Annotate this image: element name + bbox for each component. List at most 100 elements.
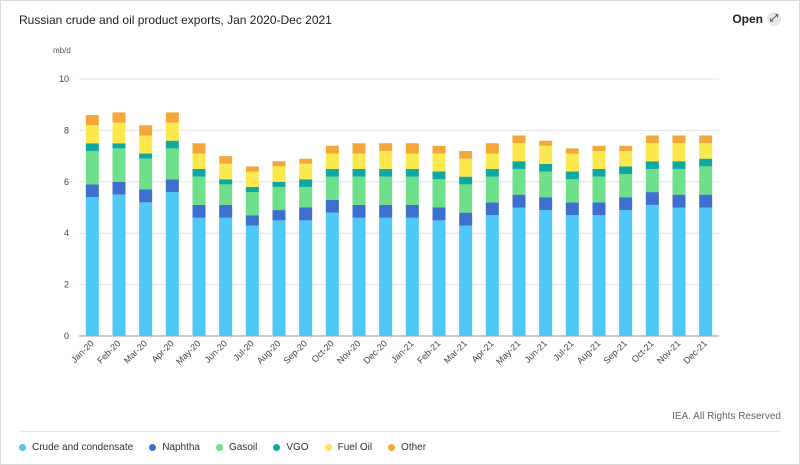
legend-label: Other <box>401 442 427 453</box>
bar-segment <box>619 210 633 336</box>
bar-segment <box>485 215 499 336</box>
bar-segment <box>405 153 419 169</box>
legend-item[interactable]: VGO <box>273 442 309 453</box>
bar-segment <box>192 176 206 205</box>
bar-segment <box>539 210 553 336</box>
bar-segment <box>219 217 233 336</box>
x-tick-label: Apr-20 <box>150 338 176 364</box>
chart-legend: Crude and condensate Naphtha Gasoil VGO Fuel… <box>19 442 442 453</box>
bar-segment <box>352 176 366 205</box>
bar-segment <box>299 207 313 221</box>
bar-segment <box>352 168 366 177</box>
bar-segment <box>139 202 153 336</box>
bar-segment <box>192 153 206 169</box>
bar-segment <box>192 217 206 336</box>
bar-segment <box>539 197 553 211</box>
legend-item[interactable]: Gasoil <box>216 442 257 453</box>
bar-segment <box>699 194 713 208</box>
x-tick-label: Jan-20 <box>69 338 96 365</box>
legend-label: Naphtha <box>162 442 200 453</box>
bar-segment <box>645 161 659 169</box>
bar-segment <box>645 135 659 144</box>
bar-segment <box>379 150 393 169</box>
legend-label: Crude and condensate <box>32 442 134 453</box>
bar-segment <box>432 220 446 336</box>
legend-item[interactable]: Fuel Oil <box>324 442 373 453</box>
bar-segment <box>672 135 686 144</box>
bar-segment <box>672 207 686 336</box>
legend-swatch <box>19 444 26 451</box>
x-tick-label: Mar-20 <box>122 338 149 365</box>
bar-segment <box>379 143 393 151</box>
bar-segment <box>432 153 446 172</box>
bar-segment <box>139 135 153 154</box>
bar-segment <box>459 184 473 213</box>
bar-segment <box>485 168 499 177</box>
bar-segment <box>139 158 153 190</box>
bar-segment <box>619 145 633 151</box>
bar-segment <box>379 204 393 218</box>
bar-segment <box>459 150 473 159</box>
y-axis-unit-label: mb/d <box>53 46 71 55</box>
legend-label: Fuel Oil <box>337 442 373 453</box>
x-tick-label: Apr-21 <box>470 338 496 364</box>
x-tick-label: Sep-20 <box>281 338 309 366</box>
bar-segment <box>272 186 286 211</box>
bar-segment <box>139 125 153 136</box>
bar-segment <box>485 176 499 203</box>
bar-segment <box>85 197 99 336</box>
expand-arrows-icon: ⤢ <box>767 12 781 26</box>
bar-segment <box>112 181 126 195</box>
bar-segment <box>299 186 313 208</box>
open-button[interactable]: Open ⤢ <box>732 12 781 26</box>
credit-text: IEA. All Rights Reserved <box>672 411 781 422</box>
bar-segment <box>672 143 686 162</box>
x-tick-label: Oct-21 <box>630 338 656 364</box>
x-tick-label: Aug-20 <box>255 338 283 366</box>
bar-segment <box>219 184 233 205</box>
bar-segment <box>405 176 419 205</box>
y-tick-label: 4 <box>64 228 69 238</box>
legend-item[interactable]: Crude and condensate <box>19 442 133 453</box>
bar-segment <box>592 202 606 216</box>
bar-segment <box>272 181 286 187</box>
bar-segment <box>379 217 393 336</box>
bar-segment <box>165 148 179 180</box>
bar-segment <box>219 204 233 218</box>
legend-label: VGO <box>286 442 309 453</box>
bar-segment <box>565 171 579 180</box>
x-tick-label: Nov-21 <box>655 338 683 366</box>
bar-segment <box>432 207 446 221</box>
bar-segment <box>85 114 99 126</box>
bar-segment <box>405 168 419 177</box>
open-label: Open <box>732 12 763 26</box>
legend-item[interactable]: Naphtha <box>149 442 200 453</box>
bar-segment <box>539 163 553 172</box>
bar-segment <box>565 153 579 172</box>
x-tick-label: Mar-21 <box>442 338 469 365</box>
bar-segment <box>485 202 499 216</box>
bar-segment <box>645 143 659 162</box>
bar-segment <box>85 143 99 151</box>
x-tick-label: Dec-21 <box>681 338 709 366</box>
x-tick-label: Feb-21 <box>415 338 442 365</box>
bar-segment <box>85 125 99 144</box>
bar-segment <box>512 143 526 162</box>
bar-segment <box>245 225 259 336</box>
y-tick-label: 2 <box>64 280 69 290</box>
bar-segment <box>432 145 446 154</box>
bar-segment <box>112 122 126 144</box>
bar-segment <box>699 143 713 159</box>
bar-segment <box>592 150 606 169</box>
x-tick-label: Feb-20 <box>95 338 122 365</box>
chart-title: Russian crude and oil product exports, J… <box>19 13 332 27</box>
bar-segment <box>539 140 553 146</box>
bar-segment <box>85 150 99 185</box>
bar-segment <box>219 163 233 180</box>
x-tick-label: Sep-21 <box>601 338 629 366</box>
x-tick-label: Nov-20 <box>335 338 363 366</box>
bar-segment <box>112 112 126 123</box>
legend-item[interactable]: Other <box>388 442 426 453</box>
bar-segment <box>272 166 286 182</box>
bar-segment <box>619 150 633 167</box>
